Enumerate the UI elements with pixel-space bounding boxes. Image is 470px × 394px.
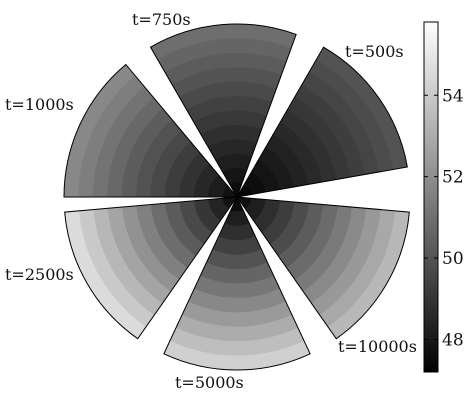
sector-outline (235, 196, 410, 340)
sector-label-t5000: t=5000s (175, 373, 244, 392)
colorbar-tick-54: 54 (442, 86, 464, 106)
sector-t500s (236, 46, 408, 198)
sector-outline (163, 195, 311, 371)
sector-outline (63, 63, 239, 198)
colorbar-tick-50: 50 (442, 249, 464, 269)
colorbar-tick-52: 52 (442, 168, 464, 188)
contour-band (230, 197, 244, 212)
contour-band (222, 185, 237, 197)
contour-band (237, 184, 252, 197)
sector-outline (236, 46, 408, 198)
contour-band (222, 168, 247, 197)
sector-label-t2500: t=2500s (5, 265, 74, 284)
sector-label-t750: t=750s (132, 10, 191, 29)
sector-t1000s (63, 63, 239, 198)
contour-band (222, 197, 237, 209)
colorbar-tick-48: 48 (442, 330, 464, 350)
sector-t5000s (163, 195, 311, 371)
sector-outline (64, 196, 239, 340)
colorbar (423, 21, 439, 373)
sector-label-t10000: t=10000s (338, 337, 417, 356)
sector-label-t500: t=500s (345, 42, 404, 61)
colorbar-ticks (424, 94, 438, 340)
contour-band (237, 197, 252, 209)
sectors (63, 23, 410, 371)
sector-t750s (149, 23, 297, 199)
contour-band (229, 182, 242, 197)
sector-t10000s (235, 196, 410, 340)
sector-outline (149, 23, 297, 199)
sector-t2500s (64, 196, 239, 340)
sector-label-t1000: t=1000s (5, 95, 74, 114)
